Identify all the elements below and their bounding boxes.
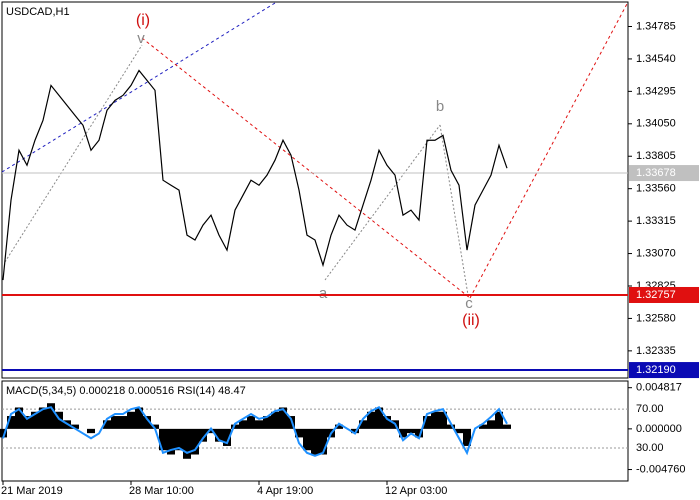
histogram-bar (287, 416, 295, 429)
histogram-bar (239, 420, 247, 429)
wave-label: b (436, 98, 444, 115)
histogram-bar (351, 428, 359, 434)
histogram-bar (31, 411, 39, 429)
wave-line (439, 124, 469, 296)
y2-tick-label: 70.00 (636, 403, 664, 415)
histogram-bar (143, 416, 151, 429)
histogram-bar (39, 407, 47, 429)
wave-label: v (137, 30, 145, 47)
histogram-bar (263, 416, 271, 429)
price-level-box (629, 286, 699, 303)
histogram-bar (439, 411, 447, 429)
histogram-bar (359, 420, 367, 429)
y-tick-label: 1.32580 (636, 312, 676, 324)
y-tick-label: 1.34295 (636, 85, 676, 97)
price-level-box (629, 165, 699, 182)
histogram-bar (175, 428, 183, 451)
histogram-bar (479, 424, 487, 429)
histogram-bar (15, 407, 23, 429)
histogram-bar (375, 407, 383, 429)
wave-label: c (465, 295, 473, 312)
histogram-bar (87, 428, 95, 434)
histogram-bar (199, 428, 207, 442)
y-tick-label: 0.004817 (636, 382, 682, 394)
price-level-box (629, 362, 699, 379)
indicator-title: MACD(5,34,5) 0.000218 0.000516 RSI(14) 4… (6, 385, 246, 397)
histogram-bar (127, 411, 135, 429)
histogram-bar (415, 428, 423, 438)
histogram-bar (311, 428, 319, 455)
x-tick-label: 21 Mar 2019 (1, 485, 63, 497)
histogram-bar (463, 428, 471, 446)
wave-line (469, 1, 629, 299)
histogram-bar (47, 403, 55, 429)
x-tick-label: 28 Mar 10:00 (129, 485, 194, 497)
histogram-bar (223, 428, 231, 446)
histogram-bar (295, 428, 303, 438)
histogram-bar (191, 428, 199, 455)
price-level-label: 1.32190 (636, 364, 676, 376)
histogram-bar (367, 411, 375, 429)
histogram-bar (407, 428, 415, 434)
y2-tick-label: 30.00 (636, 442, 664, 454)
histogram-bar (495, 411, 503, 429)
histogram-bar (167, 428, 175, 455)
histogram-bar (255, 420, 263, 429)
wave-line (4, 44, 143, 263)
x-tick-label: 12 Apr 03:00 (385, 485, 447, 497)
y-tick-label: 1.34540 (636, 53, 676, 65)
price-level-label: 1.32757 (636, 289, 676, 301)
histogram-bar (455, 428, 463, 434)
y-tick-label: 0.000000 (636, 423, 682, 435)
histogram-bar (135, 407, 143, 429)
histogram-bar (119, 416, 127, 429)
histogram-bar (0, 428, 7, 438)
wave-line (324, 124, 441, 281)
histogram-bar (247, 416, 255, 429)
y-tick-label: 1.32335 (636, 345, 676, 357)
y-tick-label: 1.33560 (636, 183, 676, 195)
histogram-bar (503, 424, 511, 429)
histogram-bar (7, 416, 15, 429)
histogram-bar (111, 416, 119, 429)
y-tick-label: 1.33315 (636, 215, 676, 227)
histogram-bar (319, 428, 327, 455)
histogram-bar (23, 416, 31, 429)
histogram-bar (71, 424, 79, 429)
histogram-bar (183, 428, 191, 459)
y-tick-label: -0.004760 (636, 463, 686, 475)
wave-label: (i) (136, 12, 150, 29)
histogram-bar (279, 407, 287, 429)
histogram-bar (487, 420, 495, 429)
histogram-bar (431, 411, 439, 429)
histogram-bar (231, 424, 239, 429)
histogram-bar (399, 428, 407, 438)
histogram-bar (151, 424, 159, 429)
wave-line (141, 37, 471, 299)
histogram-bar (423, 416, 431, 429)
wave-label: (ii) (462, 312, 480, 329)
price-line (2, 405, 508, 457)
y-tick-label: 1.34050 (636, 118, 676, 130)
chart-title: USDCAD,H1 (6, 6, 70, 18)
histogram-bar (159, 428, 167, 451)
histogram-bar (335, 424, 343, 429)
x-tick-label: 4 Apr 19:00 (257, 485, 313, 497)
histogram-bar (447, 424, 455, 429)
histogram-bar (383, 416, 391, 429)
price-line (2, 69, 508, 281)
price-pane (1, 1, 629, 379)
histogram-bar (303, 428, 311, 451)
histogram-bar (55, 411, 63, 429)
histogram-bar (215, 428, 223, 442)
histogram-bar (207, 428, 215, 434)
y-tick-label: 1.34785 (636, 20, 676, 32)
y-tick-label: 1.33070 (636, 247, 676, 259)
y-tick-label: 1.33805 (636, 150, 676, 162)
histogram-bar (271, 411, 279, 429)
price-level-label: 1.33678 (636, 167, 676, 179)
histogram-bar (103, 420, 111, 429)
wave-label: a (319, 285, 328, 302)
